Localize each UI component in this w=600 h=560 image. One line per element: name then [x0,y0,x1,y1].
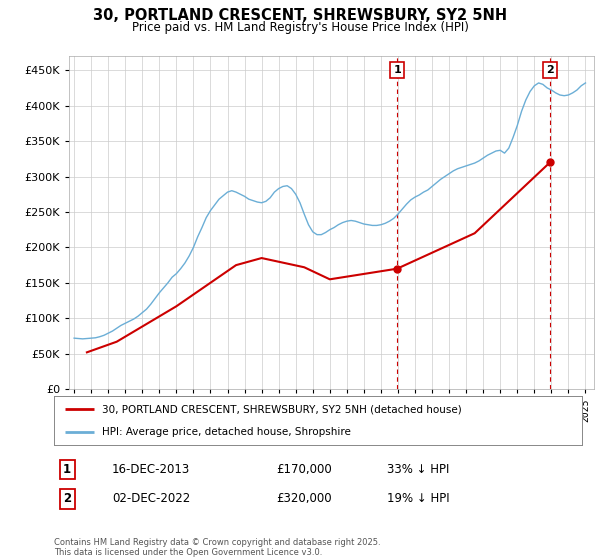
Text: Contains HM Land Registry data © Crown copyright and database right 2025.
This d: Contains HM Land Registry data © Crown c… [54,538,380,557]
Text: £320,000: £320,000 [276,492,331,506]
Text: 2: 2 [546,65,554,75]
Text: 30, PORTLAND CRESCENT, SHREWSBURY, SY2 5NH (detached house): 30, PORTLAND CRESCENT, SHREWSBURY, SY2 5… [101,404,461,414]
Text: 16-DEC-2013: 16-DEC-2013 [112,463,190,476]
Text: 1: 1 [63,463,71,476]
Text: Price paid vs. HM Land Registry's House Price Index (HPI): Price paid vs. HM Land Registry's House … [131,21,469,34]
Text: 2: 2 [63,492,71,506]
Text: 19% ↓ HPI: 19% ↓ HPI [386,492,449,506]
Text: 33% ↓ HPI: 33% ↓ HPI [386,463,449,476]
Text: 1: 1 [393,65,401,75]
Text: HPI: Average price, detached house, Shropshire: HPI: Average price, detached house, Shro… [101,427,350,437]
Text: 30, PORTLAND CRESCENT, SHREWSBURY, SY2 5NH: 30, PORTLAND CRESCENT, SHREWSBURY, SY2 5… [93,8,507,24]
Text: £170,000: £170,000 [276,463,332,476]
Text: 02-DEC-2022: 02-DEC-2022 [112,492,190,506]
